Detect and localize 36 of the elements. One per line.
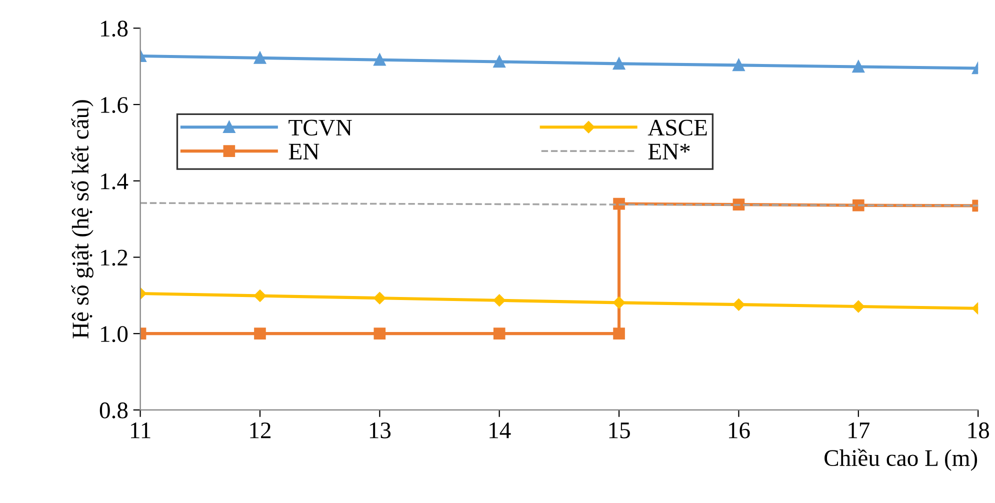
- y-tick-label: 0.8: [100, 402, 128, 418]
- point: [493, 294, 506, 306]
- y-axis-title: Hệ số giật (hệ số kết cấu): [71, 100, 94, 338]
- x-tick-label: 14: [490, 422, 511, 438]
- point: [374, 54, 386, 66]
- point: [613, 328, 625, 340]
- point: [732, 298, 745, 311]
- point: [254, 52, 266, 64]
- legend-label: TCVN: [288, 120, 352, 136]
- x-tick-label: 18: [968, 422, 989, 438]
- point: [613, 58, 625, 70]
- x-tick-label: 16: [728, 422, 750, 438]
- y-tick-label: 1.0: [101, 326, 128, 342]
- x-axis-title: Chiều cao L (m): [824, 448, 978, 471]
- point: [732, 59, 745, 72]
- point: [254, 290, 266, 302]
- y-tick-label: 1.6: [101, 97, 128, 114]
- x-tick-label: 13: [370, 422, 391, 438]
- point: [374, 292, 386, 304]
- x-tick-label: 11: [131, 422, 150, 438]
- x-tick-label: 15: [609, 422, 630, 438]
- y-tick-label: 1.4: [101, 173, 128, 190]
- point: [374, 328, 386, 340]
- x-tick-label: 12: [250, 422, 270, 438]
- legend-label: ASCE: [648, 120, 707, 136]
- point: [613, 296, 625, 309]
- legend-label: EN: [288, 144, 320, 160]
- point: [254, 328, 266, 340]
- point: [852, 300, 864, 312]
- point: [852, 60, 864, 73]
- legend-label: EN*: [648, 144, 690, 160]
- point: [493, 328, 506, 340]
- y-tick-label: 1.2: [101, 250, 128, 266]
- point: [493, 56, 506, 68]
- y-tick-label: 1.8: [101, 20, 128, 37]
- x-tick-label: 17: [848, 422, 870, 438]
